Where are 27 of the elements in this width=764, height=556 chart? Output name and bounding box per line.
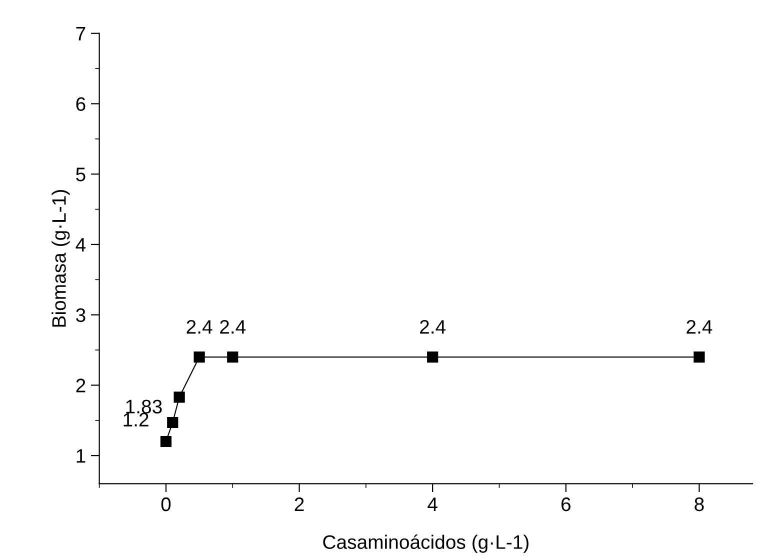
x-tick-label: 6: [561, 497, 570, 512]
y-tick-label: 4: [76, 238, 86, 252]
x-tick-label: 4: [428, 498, 438, 512]
point: [694, 352, 705, 363]
y-tick-label: 5: [76, 168, 86, 182]
y-tick-label: 6: [76, 97, 86, 111]
data-label: 2.4: [220, 320, 246, 334]
point: [167, 416, 178, 428]
point: [427, 352, 438, 363]
point: [160, 436, 172, 448]
point: [194, 352, 205, 363]
y-axis-title: Biomasa (g·L-1): [52, 190, 70, 327]
x-axis-title: Casaminoácidos (g·L-1): [323, 534, 528, 553]
x-tick-label: 8: [694, 497, 704, 512]
point: [174, 392, 185, 403]
y-tick-label: 3: [76, 308, 86, 322]
point: [227, 352, 238, 363]
y-tick-label: 7: [76, 27, 86, 40]
data-label: 2.4: [420, 320, 446, 334]
y-tick-label: 2: [76, 378, 86, 392]
data-label: 1.2: [124, 412, 148, 426]
data-label: 2.4: [686, 320, 712, 334]
x-tick-label: 0: [161, 497, 171, 512]
data-label: 2.4: [186, 320, 212, 334]
x-tick-label: 2: [294, 497, 304, 512]
data-label: 1.83: [126, 400, 162, 414]
y-tick-label: 1: [76, 449, 86, 463]
